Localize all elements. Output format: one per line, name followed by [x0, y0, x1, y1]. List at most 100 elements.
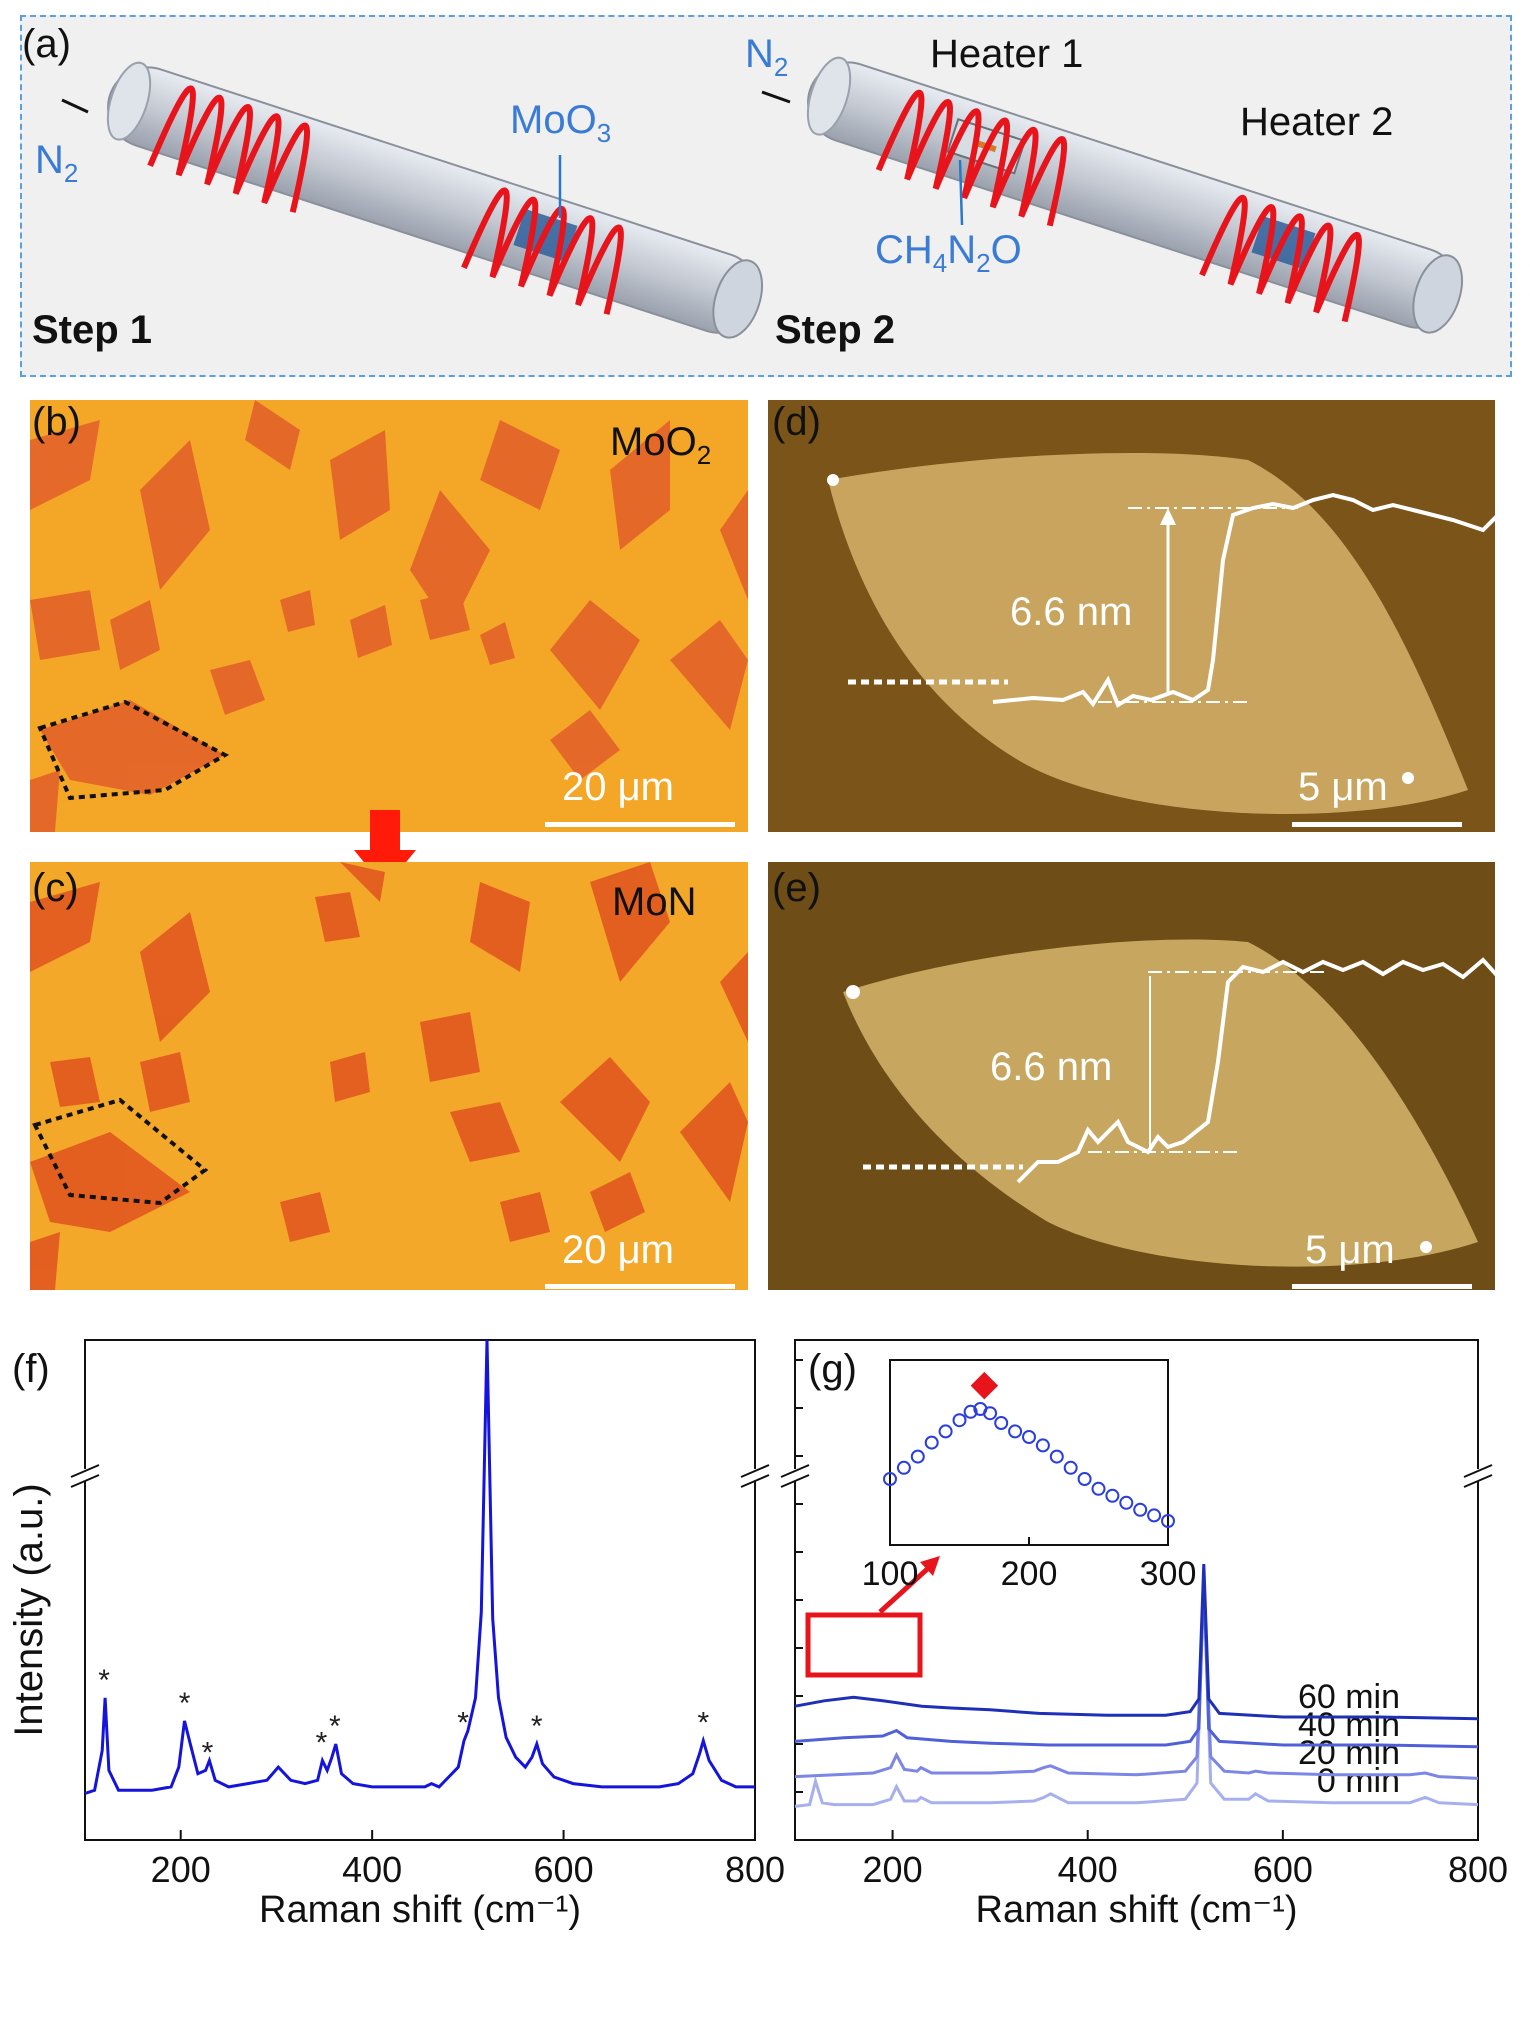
chart-g-frame: [794, 1339, 1479, 1841]
step1-label: Step 1: [32, 308, 153, 352]
chart-g-inset-point: [1105, 1488, 1120, 1503]
chart-g-inset-point: [1091, 1481, 1106, 1496]
outline-b: [37, 699, 230, 801]
chart-g-inset-point: [1049, 1449, 1064, 1464]
chart-f-xtick-label: 800: [725, 1849, 785, 1890]
chart-g-xtick-label: 200: [863, 1849, 923, 1890]
panel-e-height: 6.6 nm: [990, 1045, 1113, 1089]
chart-g-series-line: [794, 1583, 1479, 1780]
scale-c-bar: [545, 1284, 735, 1289]
step1-source: MoO3: [510, 98, 612, 148]
chart-g-inset-point: [1035, 1438, 1050, 1453]
chart-g-inset-frame: [889, 1359, 1169, 1546]
afm-image-d: [768, 400, 1495, 832]
chart-g-inset-point: [1008, 1424, 1023, 1439]
outline-c: [32, 1097, 209, 1206]
panel-a-schematic: [61, 56, 1463, 339]
chart-g-series-label: 60 min: [1298, 1678, 1400, 1716]
chart-g-xtick-label: 400: [1058, 1849, 1118, 1890]
chart-f-xtick-label: 400: [342, 1849, 402, 1890]
chart-f-frame: [84, 1339, 756, 1841]
chart-g-inset-xtick-label: 100: [862, 1555, 919, 1593]
flakes-c: [30, 862, 748, 1290]
step2-gas: N2: [745, 32, 789, 82]
scale-c-text: 20 μm: [562, 1228, 674, 1272]
chart-g-series-line: [794, 1573, 1479, 1749]
chart-g-inset-point: [910, 1449, 925, 1464]
panel-c-label: (c): [32, 866, 79, 910]
chart-g-inset-xtick-label: 300: [1140, 1555, 1197, 1593]
chart-f-break-mark: [740, 1474, 770, 1488]
n2-arrow-2: [761, 90, 791, 104]
reagent-label: CH4N2O: [875, 228, 1022, 278]
afm-flake-e: [843, 939, 1495, 1267]
flakes-b: [30, 400, 748, 832]
chart-g-inset-point: [938, 1424, 953, 1439]
chart-f-peak-marker: *: [457, 1707, 469, 1740]
chart-g-panel-label: (g): [808, 1347, 857, 1391]
optical-image-b: [30, 400, 748, 832]
chart-g-zoom-box: [805, 1612, 923, 1678]
chart-g-zoom-arrow: [878, 1560, 937, 1614]
n2-arrow-1: [61, 98, 89, 114]
chart-g-inset-point: [1119, 1495, 1134, 1510]
chart-f-peak-marker: *: [329, 1710, 341, 1743]
chart-f-break-mark: [740, 1464, 770, 1478]
chart-g-inset-point: [983, 1406, 998, 1421]
chart-g-inset-point: [1133, 1502, 1148, 1517]
chart-g-inset-point: [883, 1472, 897, 1486]
reagent-arrow: [958, 159, 964, 226]
heater1-label: Heater 1: [930, 32, 1084, 76]
chart-g-series-line: [794, 1563, 1479, 1721]
chart-f-xlabel: Raman shift (cm⁻¹): [259, 1889, 581, 1931]
chart-f-peak-marker: *: [98, 1664, 110, 1697]
afm-image-e: [768, 862, 1495, 1290]
scale-b-text: 20 μm: [562, 765, 674, 809]
chart-g-break-mark: [1463, 1464, 1493, 1478]
panel-d-label: (d): [772, 400, 821, 444]
chart-g-inset-point: [1161, 1514, 1175, 1528]
scale-d-text: 5 μm: [1298, 765, 1388, 809]
chart-g-break-mark: [1463, 1474, 1493, 1488]
chart-g-inset-point: [896, 1460, 911, 1475]
afm-flake-d: [827, 452, 1495, 814]
chart-f-panel-label: (f): [12, 1347, 50, 1391]
chart-g-inset-point: [1077, 1472, 1092, 1486]
tube-1: [106, 61, 763, 339]
chart-g-inset-point: [1022, 1430, 1036, 1444]
chart-g-inset-point: [952, 1413, 967, 1428]
chart-g-inset-point: [924, 1435, 939, 1450]
chart-f-xtick-label: 200: [151, 1849, 211, 1890]
chart-f-peak-marker: *: [316, 1727, 328, 1760]
chart-g-xtick-label: 800: [1448, 1849, 1508, 1890]
chart-f-peak-marker: *: [179, 1687, 191, 1720]
optical-image-c: [30, 862, 748, 1290]
chart-f-peak-marker: *: [202, 1736, 214, 1769]
step2-label: Step 2: [775, 308, 896, 352]
chart-g-series-label: 40 min: [1298, 1706, 1400, 1744]
chart-g-inset-point: [994, 1416, 1009, 1430]
panel-e-label: (e): [772, 866, 821, 910]
chart-f-ylabel: Intensity (a.u.): [7, 1483, 51, 1736]
chart-f-break-mark: [70, 1464, 100, 1478]
panel-b-material: MoO2: [610, 420, 712, 470]
step1-gas: N2: [35, 138, 79, 188]
panel-d-height: 6.6 nm: [1010, 590, 1133, 634]
chart-f-peak-marker: *: [531, 1710, 543, 1743]
scale-d-bar: [1292, 822, 1462, 827]
chart-g-inset-point: [1063, 1460, 1078, 1475]
heater2-label: Heater 2: [1240, 100, 1394, 144]
scale-e-text: 5 μm: [1305, 1228, 1395, 1272]
chart-g-inset-xtick-label: 200: [1001, 1555, 1058, 1593]
panel-c-material: MoN: [612, 880, 697, 924]
chart-g-series-line: [794, 1584, 1479, 1808]
chart-g-inset-peak-marker: ◆: [971, 1362, 999, 1403]
panel-a-label: (a): [22, 22, 71, 66]
chart-f-series-line: [84, 1339, 755, 1795]
chart-g-inset-point: [1147, 1508, 1162, 1523]
chart-g-break-mark: [780, 1464, 810, 1478]
chart-f-peak-marker: *: [697, 1707, 709, 1740]
chart-f-xtick-label: 600: [534, 1849, 594, 1890]
chart-g-xtick-label: 600: [1253, 1849, 1313, 1890]
